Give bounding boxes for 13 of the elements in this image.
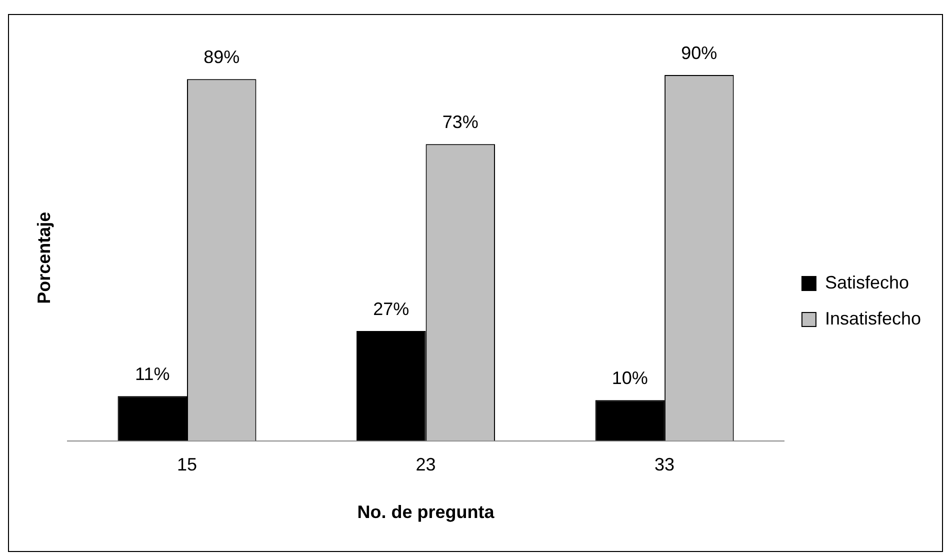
- x-tick-label: 23: [416, 454, 436, 475]
- legend-label: Satisfecho: [824, 272, 910, 292]
- x-axis-title: No. de pregunta: [357, 502, 496, 522]
- data-label: 11%: [135, 364, 170, 384]
- y-axis-title: Porcentaje: [34, 212, 54, 304]
- data-label: 89%: [204, 47, 240, 68]
- data-label: 27%: [373, 299, 410, 320]
- x-tick-label: 33: [654, 454, 675, 475]
- data-label: 90%: [681, 42, 718, 63]
- legend-label: Insatisfecho: [824, 308, 922, 328]
- data-label: 73%: [442, 112, 478, 132]
- x-tick-label: 15: [176, 454, 198, 475]
- data-label: 10%: [612, 368, 648, 388]
